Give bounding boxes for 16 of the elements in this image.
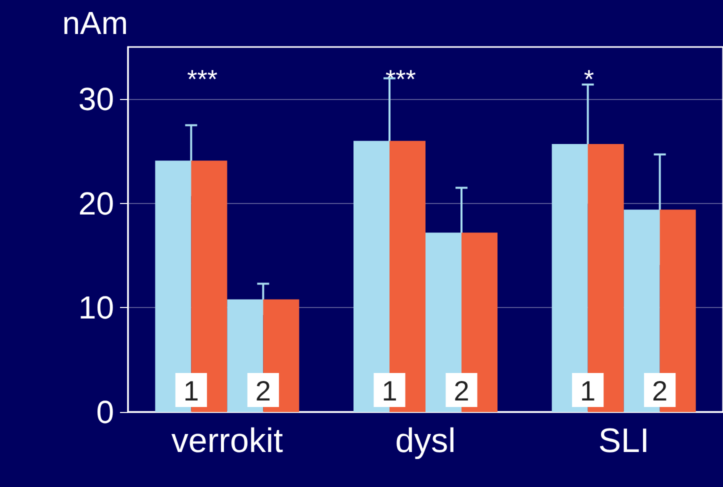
y-tick-label: 10 — [78, 290, 114, 326]
y-tick-label: 0 — [96, 394, 114, 430]
text: 2 — [255, 376, 271, 406]
annotation: * — [584, 64, 594, 94]
text: 1 — [183, 376, 199, 406]
y-tick-label: 20 — [78, 185, 114, 222]
series-label: 2 — [454, 376, 470, 406]
y-tick-label: 30 — [78, 81, 114, 118]
y-axis-title: nAm — [62, 5, 128, 41]
series-label: 1 — [382, 376, 398, 406]
x-tick-label: SLI — [598, 422, 650, 460]
x-tick-label: verrokit — [171, 422, 284, 460]
text: 1 — [580, 376, 596, 406]
x-tick-label: dysl — [395, 422, 456, 460]
annotation: *** — [187, 64, 218, 94]
text: 2 — [652, 376, 668, 406]
